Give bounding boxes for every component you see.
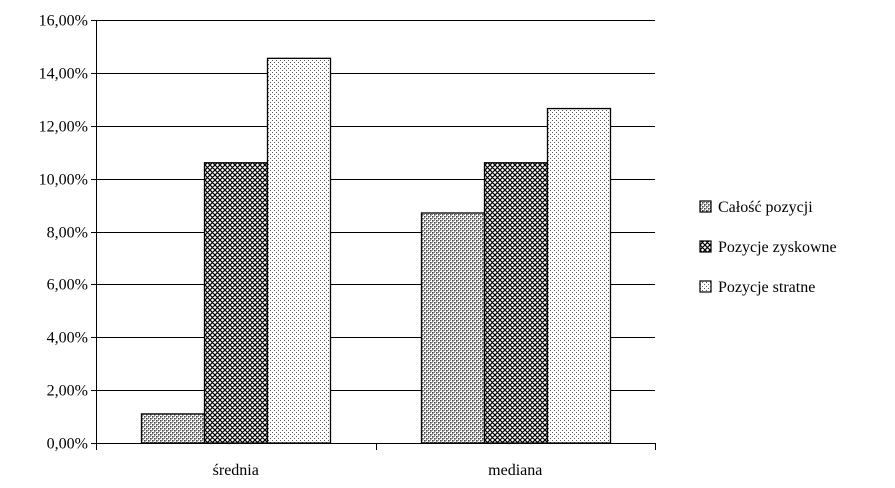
bar-1-2 [546, 107, 612, 444]
y-tick-label: 12,00% [39, 119, 88, 136]
bar-0-0 [140, 413, 206, 444]
y-tick-label: 16,00% [39, 13, 88, 30]
y-tick-label: 2,00% [47, 383, 88, 400]
x-tick-label: mediana [488, 462, 542, 479]
y-tick-label: 0,00% [47, 436, 88, 453]
x-tick-label: średnia [213, 462, 259, 479]
x-tick-labels: średnia mediana [213, 462, 543, 479]
bar-1-0 [420, 212, 486, 444]
y-tick-label: 10,00% [39, 172, 88, 189]
y-tick-label: 14,00% [39, 66, 88, 83]
legend-label: Pozycje stratne [718, 279, 815, 296]
y-tick-labels: 0,00% 2,00% 4,00% 6,00% 8,00% 10,00% 12,00% 14,… [39, 13, 88, 453]
gridlines [96, 20, 655, 391]
y-tick-label: 8,00% [47, 225, 88, 242]
bars [140, 57, 612, 444]
legend-label: Pozycje zyskowne [718, 239, 837, 256]
bar-0-1 [203, 162, 269, 444]
legend: Całość pozycji Pozycje zyskowne Pozycje st… [699, 199, 837, 296]
bar-0-2 [266, 57, 332, 444]
axes [91, 20, 656, 450]
legend-label: Całość pozycji [718, 199, 813, 216]
bar-1-1 [483, 162, 549, 444]
y-tick-label: 4,00% [47, 330, 88, 347]
legend-swatch [699, 200, 712, 213]
legend-swatch [699, 240, 712, 253]
legend-swatch [699, 280, 712, 293]
y-tick-label: 6,00% [47, 277, 88, 294]
